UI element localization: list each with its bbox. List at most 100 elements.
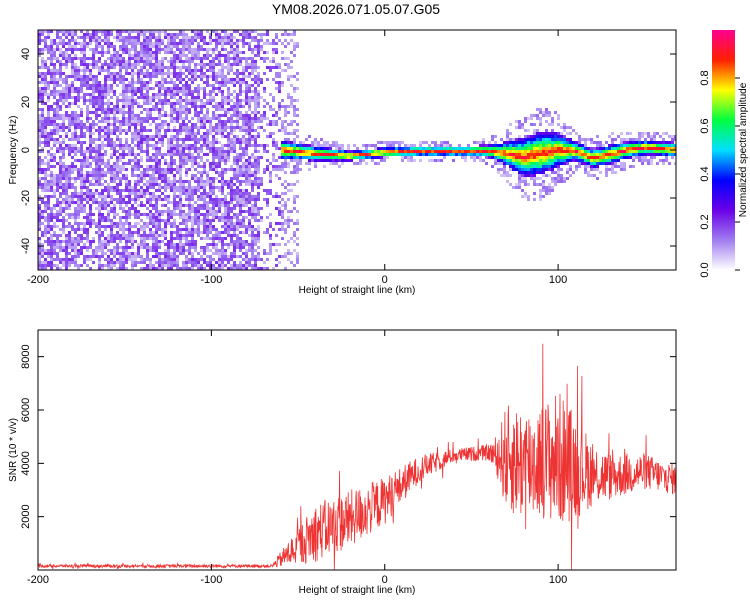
heatmap-cell bbox=[134, 132, 137, 135]
heatmap-cell bbox=[173, 39, 176, 42]
heatmap-cell bbox=[272, 195, 275, 198]
heatmap-cell bbox=[275, 249, 278, 252]
heatmap-cell bbox=[53, 138, 56, 141]
heatmap-cell bbox=[146, 246, 149, 249]
heatmap-cell bbox=[50, 219, 53, 222]
heatmap-cell bbox=[275, 72, 278, 75]
heatmap-cell bbox=[38, 207, 41, 210]
heatmap-cell bbox=[86, 129, 89, 132]
heatmap-cell bbox=[47, 48, 50, 51]
heatmap-cell bbox=[203, 117, 206, 120]
heatmap-cell bbox=[65, 261, 68, 264]
heatmap-cell bbox=[68, 258, 71, 261]
heatmap-cell bbox=[164, 111, 167, 114]
heatmap-cell bbox=[116, 102, 119, 105]
heatmap-cell bbox=[83, 243, 86, 246]
heatmap-cell bbox=[200, 267, 203, 270]
heatmap-cell bbox=[80, 114, 83, 117]
heatmap-cell bbox=[215, 87, 218, 90]
heatmap-cell bbox=[242, 252, 245, 255]
heatmap-cell bbox=[182, 51, 185, 54]
heatmap-cell bbox=[104, 237, 107, 240]
heatmap-cell bbox=[368, 156, 371, 159]
heatmap-cell bbox=[152, 249, 155, 252]
heatmap-cell bbox=[98, 195, 101, 198]
heatmap-cell bbox=[347, 147, 350, 150]
heatmap-cell bbox=[173, 159, 176, 162]
heatmap-cell bbox=[281, 165, 284, 168]
heatmap-cell bbox=[170, 96, 173, 99]
heatmap-cell bbox=[50, 72, 53, 75]
heatmap-cell bbox=[146, 54, 149, 57]
heatmap-cell bbox=[185, 87, 188, 90]
heatmap-cell bbox=[98, 114, 101, 117]
heatmap-cell bbox=[254, 249, 257, 252]
heatmap-cell bbox=[176, 246, 179, 249]
heatmap-cell bbox=[80, 159, 83, 162]
heatmap-cell bbox=[104, 246, 107, 249]
heatmap-cell bbox=[44, 45, 47, 48]
heatmap-cell bbox=[188, 93, 191, 96]
heatmap-cell bbox=[62, 87, 65, 90]
heatmap-cell bbox=[182, 123, 185, 126]
heatmap-cell bbox=[53, 87, 56, 90]
heatmap-cell bbox=[137, 132, 140, 135]
heatmap-cell bbox=[236, 42, 239, 45]
heatmap-cell bbox=[119, 57, 122, 60]
heatmap-cell bbox=[38, 180, 41, 183]
heatmap-cell bbox=[107, 63, 110, 66]
heatmap-cell bbox=[65, 90, 68, 93]
heatmap-cell bbox=[164, 153, 167, 156]
heatmap-cell bbox=[125, 201, 128, 204]
heatmap-cell bbox=[86, 120, 89, 123]
heatmap-cell bbox=[116, 192, 119, 195]
heatmap-cell bbox=[50, 213, 53, 216]
heatmap-cell bbox=[386, 153, 389, 156]
heatmap-cell bbox=[227, 243, 230, 246]
heatmap-cell bbox=[50, 45, 53, 48]
heatmap-cell bbox=[191, 96, 194, 99]
heatmap-cell bbox=[38, 66, 41, 69]
heatmap-cell bbox=[221, 225, 224, 228]
heatmap-cell bbox=[104, 264, 107, 267]
heatmap-cell bbox=[248, 264, 251, 267]
heatmap-cell bbox=[185, 174, 188, 177]
heatmap-cell bbox=[86, 30, 89, 33]
heatmap-cell bbox=[176, 147, 179, 150]
heatmap-cell bbox=[92, 81, 95, 84]
heatmap-cell bbox=[293, 171, 296, 174]
heatmap-cell bbox=[185, 180, 188, 183]
heatmap-cell bbox=[158, 162, 161, 165]
heatmap-cell bbox=[314, 138, 317, 141]
heatmap-cell bbox=[89, 189, 92, 192]
heatmap-cell bbox=[176, 228, 179, 231]
heatmap-cell bbox=[185, 156, 188, 159]
heatmap-cell bbox=[146, 93, 149, 96]
heatmap-cell bbox=[248, 144, 251, 147]
heatmap-cell bbox=[113, 204, 116, 207]
heatmap-cell bbox=[95, 48, 98, 51]
heatmap-cell bbox=[248, 132, 251, 135]
heatmap-cell bbox=[92, 99, 95, 102]
heatmap-cell bbox=[98, 96, 101, 99]
heatmap-cell bbox=[101, 177, 104, 180]
heatmap-cell bbox=[377, 147, 380, 150]
heatmap-cell bbox=[206, 234, 209, 237]
heatmap-cell bbox=[203, 138, 206, 141]
heatmap-cell bbox=[173, 93, 176, 96]
heatmap-cell bbox=[260, 57, 263, 60]
heatmap-cell bbox=[110, 33, 113, 36]
heatmap-cell bbox=[194, 228, 197, 231]
heatmap-cell bbox=[272, 267, 275, 270]
heatmap-cell bbox=[86, 234, 89, 237]
heatmap-cell bbox=[224, 144, 227, 147]
heatmap-cell bbox=[269, 252, 272, 255]
heatmap-cell bbox=[38, 51, 41, 54]
heatmap-cell bbox=[248, 228, 251, 231]
heatmap-cell bbox=[203, 168, 206, 171]
heatmap-cell bbox=[251, 240, 254, 243]
heatmap-cell bbox=[107, 114, 110, 117]
heatmap-cell bbox=[140, 117, 143, 120]
heatmap-cell bbox=[38, 213, 41, 216]
heatmap-cell bbox=[128, 84, 131, 87]
